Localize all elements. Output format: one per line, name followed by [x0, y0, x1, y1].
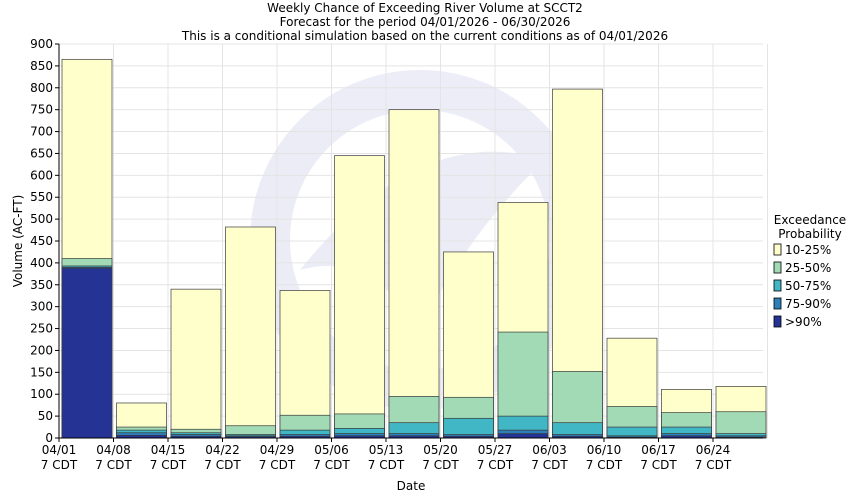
- bar-05-27-series-4: [497, 433, 549, 439]
- x-tick-label-date: 05/27: [478, 443, 513, 457]
- x-tick-label-tz: 7 CDT: [422, 458, 459, 472]
- legend-label: 10-25%: [785, 243, 831, 257]
- bar-04-22-series-0: [225, 226, 276, 439]
- x-tick-label-tz: 7 CDT: [477, 458, 514, 472]
- x-tick-label-tz: 7 CDT: [586, 458, 623, 472]
- x-tick-label-date: 06/03: [532, 443, 567, 457]
- x-tick-label-tz: 7 CDT: [531, 458, 568, 472]
- x-tick-label-date: 05/06: [314, 443, 349, 457]
- chart-title: Weekly Chance of Exceeding River Volume …: [267, 1, 583, 15]
- axes: 0 50 100 150 200 250 300 350 400 450 500 550 600 650 7…: [30, 37, 763, 472]
- y-tick-label: 50: [38, 409, 53, 423]
- bar-04-29-series-0: [279, 290, 331, 439]
- y-tick-label: 900: [30, 37, 53, 51]
- legend-swatch: [773, 315, 782, 328]
- x-tick-label-date: 06/17: [641, 443, 676, 457]
- y-tick-label: 0: [45, 431, 53, 445]
- y-tick-label: 800: [30, 81, 53, 95]
- chart-subtitle-period: Forecast for the period 04/01/2026 - 06/…: [279, 15, 571, 29]
- legend-label: >90%: [785, 315, 822, 329]
- x-tick-label-date: 04/15: [151, 443, 186, 457]
- x-tick-label-date: 04/08: [96, 443, 131, 457]
- x-tick-label-date: 04/01: [42, 443, 77, 457]
- legend-swatch: [773, 243, 782, 256]
- y-tick-label: 300: [30, 300, 53, 314]
- legend-swatch: [773, 261, 782, 274]
- y-tick-label: 500: [30, 212, 53, 226]
- bar-05-13-series-0: [388, 109, 440, 439]
- y-tick-label: 550: [30, 190, 53, 204]
- x-tick-label-tz: 7 CDT: [695, 458, 732, 472]
- y-tick-label: 450: [30, 234, 53, 248]
- y-tick-label: 150: [30, 365, 53, 379]
- legend-label: 75-90%: [785, 297, 831, 311]
- y-axis-label: Volume (AC-FT): [11, 195, 25, 288]
- legend-label: 50-75%: [785, 279, 831, 293]
- y-tick-label: 850: [30, 59, 53, 73]
- x-tick-label-tz: 7 CDT: [259, 458, 296, 472]
- x-tick-label-date: 04/22: [205, 443, 240, 457]
- bar-04-01-series-4: [61, 267, 113, 439]
- y-tick-label: 100: [30, 387, 53, 401]
- x-tick-label-tz: 7 CDT: [150, 458, 187, 472]
- x-tick-label-date: 05/20: [423, 443, 458, 457]
- y-tick-label: 600: [30, 168, 53, 182]
- y-tick-label: 400: [30, 256, 53, 270]
- legend-title: Exceedance: [774, 213, 846, 227]
- x-tick-label-tz: 7 CDT: [313, 458, 350, 472]
- y-tick-label: 250: [30, 322, 53, 336]
- chart-subtitle-conditions: This is a conditional simulation based o…: [181, 29, 669, 43]
- x-tick-label-tz: 7 CDT: [41, 458, 78, 472]
- x-tick-label-date: 06/10: [587, 443, 622, 457]
- y-tick-label: 650: [30, 146, 53, 160]
- x-tick-label-tz: 7 CDT: [640, 458, 677, 472]
- bar-05-06-series-0: [334, 155, 385, 439]
- x-tick-label-tz: 7 CDT: [204, 458, 241, 472]
- x-tick-label-tz: 7 CDT: [368, 458, 405, 472]
- y-tick-label: 350: [30, 278, 53, 292]
- x-axis-label: Date: [397, 479, 426, 493]
- legend-swatch: [773, 297, 782, 310]
- x-tick-label-date: 04/29: [260, 443, 295, 457]
- y-tick-label: 700: [30, 125, 53, 139]
- legend-subtitle: Probability: [778, 227, 841, 241]
- x-tick-label-date: 06/24: [696, 443, 731, 457]
- x-tick-label-tz: 7 CDT: [95, 458, 132, 472]
- bar-04-15-series-0: [170, 288, 222, 439]
- y-tick-label: 200: [30, 343, 53, 357]
- y-tick-label: 750: [30, 103, 53, 117]
- legend-label: 25-50%: [785, 261, 831, 275]
- x-tick-label-date: 05/13: [369, 443, 404, 457]
- legend-swatch: [773, 279, 782, 292]
- bars: [61, 58, 767, 439]
